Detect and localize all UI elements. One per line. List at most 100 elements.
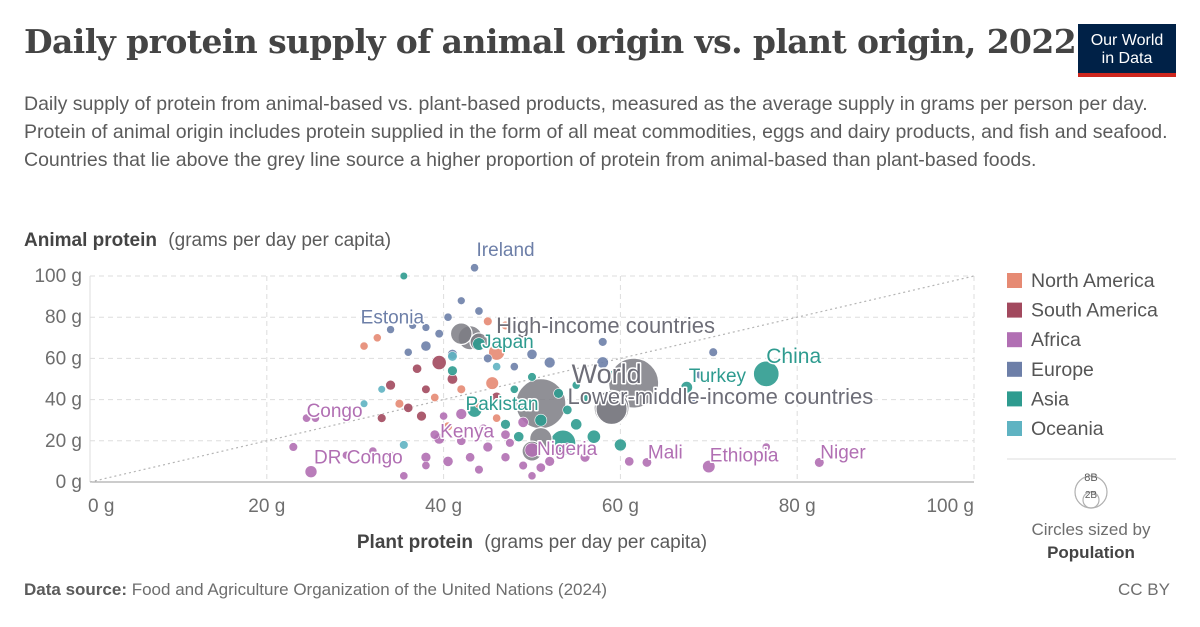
data-point[interactable] (372, 333, 382, 343)
data-point[interactable] (399, 440, 409, 450)
data-point[interactable] (624, 456, 635, 467)
point-label[interactable]: Turkey (687, 365, 748, 389)
data-point[interactable] (447, 365, 458, 376)
data-point[interactable] (492, 362, 502, 372)
data-point[interactable] (571, 380, 581, 390)
data-point[interactable] (596, 356, 609, 369)
point-label[interactable]: Ireland (475, 238, 536, 262)
data-point[interactable] (534, 413, 548, 427)
legend-item-label[interactable]: North America (1031, 270, 1155, 292)
data-point[interactable] (570, 418, 583, 431)
data-point[interactable] (434, 329, 444, 339)
data-point[interactable] (518, 460, 528, 471)
data-point[interactable] (488, 343, 505, 361)
data-point[interactable] (579, 394, 591, 406)
data-point[interactable] (614, 438, 627, 452)
data-point[interactable] (485, 376, 499, 390)
data-point[interactable] (421, 323, 431, 332)
data-point[interactable] (457, 296, 466, 305)
data-point[interactable] (492, 413, 502, 423)
data-point-china[interactable] (753, 360, 780, 387)
license[interactable]: CC BY (1118, 580, 1170, 599)
data-point[interactable] (491, 391, 503, 404)
point-label[interactable]: Congo (305, 400, 364, 424)
legend-swatch[interactable] (1007, 361, 1022, 377)
data-point[interactable] (429, 429, 440, 440)
data-point[interactable] (517, 416, 529, 428)
data-point[interactable] (586, 429, 601, 444)
legend-item-label[interactable]: Africa (1031, 329, 1081, 351)
data-point[interactable] (562, 404, 573, 415)
data-point[interactable] (456, 435, 467, 446)
data-point-ireland[interactable] (470, 263, 479, 273)
point-label[interactable]: Lower-middle-income countries (566, 382, 875, 410)
data-point[interactable] (708, 347, 718, 357)
data-point[interactable] (403, 347, 413, 357)
data-point[interactable] (478, 423, 489, 434)
legend-swatch[interactable] (1007, 273, 1022, 288)
data-point[interactable] (483, 316, 493, 326)
data-point[interactable] (399, 471, 409, 481)
data-point[interactable] (430, 393, 440, 403)
data-point[interactable] (449, 322, 473, 346)
data-point[interactable] (416, 410, 427, 422)
data-point[interactable] (526, 348, 538, 360)
data-point[interactable] (553, 388, 564, 399)
data-point[interactable] (377, 413, 387, 423)
data-point[interactable] (535, 462, 546, 473)
data-source-text[interactable]: Food and Agriculture Organization of the… (131, 580, 608, 599)
point-label[interactable]: High-income countries (495, 311, 717, 339)
data-point[interactable] (543, 356, 556, 369)
data-point[interactable] (562, 442, 572, 452)
data-point[interactable] (359, 399, 369, 408)
data-point-dr-congo[interactable] (304, 465, 318, 478)
owid-logo[interactable]: Our World in Data (1078, 24, 1176, 77)
point-label[interactable]: Pakistan (464, 392, 540, 416)
point-label[interactable]: Kenya (439, 420, 496, 444)
data-point[interactable] (691, 395, 700, 405)
data-point[interactable] (509, 384, 519, 394)
legend-item-label[interactable]: Asia (1031, 388, 1069, 410)
data-point-estonia[interactable] (408, 321, 417, 330)
legend-swatch[interactable] (1007, 391, 1022, 407)
data-point[interactable] (359, 341, 369, 351)
data-point[interactable] (474, 306, 484, 316)
data-point[interactable] (421, 384, 431, 394)
data-point[interactable] (544, 456, 555, 467)
data-point[interactable] (288, 442, 298, 452)
data-point[interactable] (505, 438, 515, 448)
data-point[interactable] (474, 464, 484, 475)
data-point[interactable] (368, 446, 378, 456)
data-point[interactable] (386, 450, 395, 460)
data-point[interactable] (310, 413, 320, 423)
data-point[interactable] (761, 442, 771, 452)
data-point-japan[interactable] (472, 337, 486, 351)
data-point[interactable] (553, 448, 564, 458)
point-label[interactable]: Estonia (359, 306, 426, 330)
data-point[interactable] (500, 320, 511, 331)
legend-item-label[interactable]: Europe (1031, 359, 1094, 381)
data-point[interactable] (420, 452, 432, 463)
data-point[interactable] (482, 441, 494, 453)
data-point[interactable] (456, 384, 466, 394)
point-label[interactable]: China (765, 343, 823, 369)
legend-swatch[interactable] (1007, 421, 1022, 436)
data-point[interactable] (443, 421, 453, 432)
data-point[interactable] (474, 398, 484, 409)
data-point-mali[interactable] (641, 457, 652, 468)
legend-item-label[interactable]: South America (1031, 300, 1158, 322)
data-point[interactable] (455, 408, 468, 420)
legend-swatch[interactable] (1007, 332, 1022, 348)
point-label[interactable]: Mali (646, 441, 684, 465)
data-point-turkey[interactable] (680, 381, 693, 394)
data-point[interactable] (412, 363, 423, 374)
data-point[interactable] (447, 351, 458, 362)
data-point[interactable] (341, 450, 351, 460)
data-point[interactable] (527, 372, 537, 382)
data-point[interactable] (509, 362, 519, 372)
point-label[interactable]: DR Congo (313, 446, 405, 470)
point-label[interactable]: Japan (480, 330, 535, 354)
data-point[interactable] (399, 271, 408, 281)
data-point-nigeria[interactable] (524, 442, 540, 458)
data-point[interactable] (386, 325, 395, 334)
